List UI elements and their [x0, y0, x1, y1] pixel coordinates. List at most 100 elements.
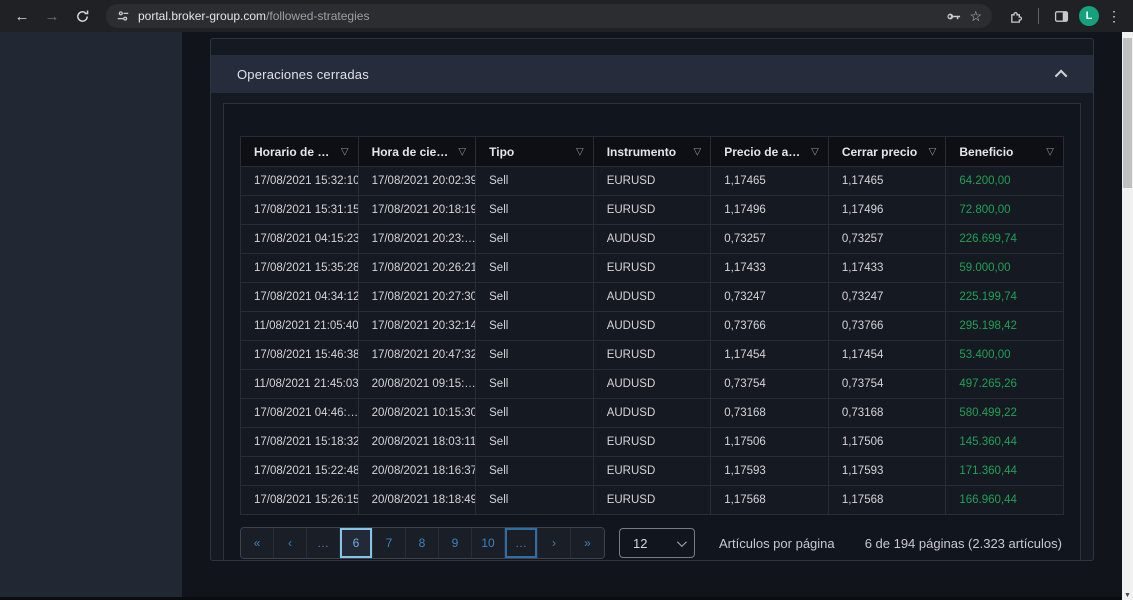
forward-icon[interactable]: →: [40, 4, 64, 28]
table-row[interactable]: 17/08/2021 15:26:1520/08/2021 18:18:49Se…: [241, 486, 1064, 515]
table-cell: 145.360,44: [946, 428, 1064, 457]
column-header: Beneficio ▽: [946, 137, 1064, 167]
pagination-row: «‹…678910…›» 12 Artículos por página 6 d…: [240, 527, 1064, 559]
per-page-label: Artículos por página: [719, 536, 835, 551]
table-row[interactable]: 17/08/2021 15:18:3220/08/2021 18:03:11Se…: [241, 428, 1064, 457]
table-cell: 20/08/2021 10:15:30: [358, 399, 476, 428]
ellipsis-left-button[interactable]: …: [307, 528, 340, 558]
table-cell: 17/08/2021 20:26:21: [358, 254, 476, 283]
section-header[interactable]: Operaciones cerradas: [211, 55, 1093, 93]
side-panel-icon[interactable]: [1049, 4, 1073, 28]
table-row[interactable]: 11/08/2021 21:05:4017/08/2021 20:32:14Se…: [241, 312, 1064, 341]
table-cell: AUDUSD: [593, 283, 711, 312]
table-cell: 1,17465: [828, 167, 946, 196]
table-row[interactable]: 11/08/2021 21:45:0320/08/2021 09:15:…Sel…: [241, 370, 1064, 399]
table-row[interactable]: 17/08/2021 04:34:1217/08/2021 20:27:30Se…: [241, 283, 1064, 312]
reload-icon[interactable]: [70, 4, 94, 28]
table-cell: 1,17568: [711, 486, 829, 515]
table-cell: Sell: [476, 370, 594, 399]
ellipsis-right-button[interactable]: …: [505, 528, 538, 558]
table-header-row: Horario de …▽Hora de cie…▽Tipo▽Instrumen…: [241, 137, 1064, 167]
table-cell: 20/08/2021 18:16:37: [358, 457, 476, 486]
table-cell: 1,17433: [828, 254, 946, 283]
last-page-button[interactable]: »: [571, 528, 604, 558]
table-cell: 17/08/2021 15:18:32: [241, 428, 359, 457]
page-button-6[interactable]: 6: [340, 528, 373, 558]
site-info-icon[interactable]: [116, 9, 130, 23]
table-cell: 1,17506: [828, 428, 946, 457]
scrollbar-thumb[interactable]: [1123, 38, 1132, 188]
column-label: Precio de a…: [724, 145, 800, 159]
table-cell: EURUSD: [593, 457, 711, 486]
column-label: Beneficio: [959, 145, 1013, 159]
profile-avatar[interactable]: L: [1079, 6, 1099, 26]
page-button-9[interactable]: 9: [439, 528, 472, 558]
next-page-button[interactable]: ›: [538, 528, 571, 558]
password-key-icon[interactable]: [946, 9, 961, 24]
table-cell: 17/08/2021 04:46:…: [241, 399, 359, 428]
table-cell: 1,17454: [828, 341, 946, 370]
pagination: «‹…678910…›»: [240, 527, 605, 559]
table-cell: 580.499,22: [946, 399, 1064, 428]
filter-icon[interactable]: ▽: [811, 146, 819, 157]
table-row[interactable]: 17/08/2021 15:32:1017/08/2021 20:02:39Se…: [241, 167, 1064, 196]
scrollbar-down-arrow[interactable]: ▼: [1122, 592, 1133, 599]
table-row[interactable]: 17/08/2021 04:46:…20/08/2021 10:15:30Sel…: [241, 399, 1064, 428]
table-cell: 0,73168: [828, 399, 946, 428]
vertical-scrollbar[interactable]: ▼: [1122, 32, 1133, 600]
browser-menu-icon[interactable]: ⋮: [1105, 8, 1123, 25]
first-page-button[interactable]: «: [241, 528, 274, 558]
table-cell: 171.360,44: [946, 457, 1064, 486]
collapse-chevron-icon[interactable]: [1055, 69, 1068, 82]
table-row[interactable]: 17/08/2021 04:15:2317/08/2021 20:23:…Sel…: [241, 225, 1064, 254]
table-cell: 17/08/2021 04:34:12: [241, 283, 359, 312]
filter-icon[interactable]: ▽: [929, 146, 937, 157]
table-row[interactable]: 17/08/2021 15:46:3817/08/2021 20:47:32Se…: [241, 341, 1064, 370]
column-label: Hora de cie…: [372, 145, 449, 159]
back-icon[interactable]: ←: [10, 4, 34, 28]
pagination-summary: 6 de 194 páginas (2.323 artículos): [865, 536, 1064, 551]
toolbar-divider: [1038, 8, 1039, 24]
table-row[interactable]: 17/08/2021 15:22:4820/08/2021 18:16:37Se…: [241, 457, 1064, 486]
table-cell: AUDUSD: [593, 312, 711, 341]
table-cell: EURUSD: [593, 196, 711, 225]
filter-icon[interactable]: ▽: [694, 146, 702, 157]
column-header: Cerrar precio▽: [828, 137, 946, 167]
column-header: Tipo▽: [476, 137, 594, 167]
address-bar[interactable]: portal.broker-group.com/followed-strateg…: [106, 4, 992, 28]
page-button-10[interactable]: 10: [472, 528, 505, 558]
page-size-select[interactable]: 12: [619, 528, 695, 558]
table-cell: AUDUSD: [593, 225, 711, 254]
table-cell: 11/08/2021 21:45:03: [241, 370, 359, 399]
page-button-8[interactable]: 8: [406, 528, 439, 558]
filter-icon[interactable]: ▽: [576, 146, 584, 157]
table-cell: Sell: [476, 341, 594, 370]
table-cell: 59.000,00: [946, 254, 1064, 283]
table-cell: Sell: [476, 283, 594, 312]
page-size-value: 12: [633, 536, 677, 551]
prev-page-button[interactable]: ‹: [274, 528, 307, 558]
table-cell: 17/08/2021 20:18:19: [358, 196, 476, 225]
table-cell: Sell: [476, 196, 594, 225]
table-cell: 166.960,44: [946, 486, 1064, 515]
extensions-icon[interactable]: [1004, 4, 1028, 28]
filter-icon[interactable]: ▽: [458, 146, 466, 157]
table-cell: 20/08/2021 18:03:11: [358, 428, 476, 457]
bookmark-star-icon[interactable]: ☆: [969, 9, 982, 23]
table-cell: 0,73257: [828, 225, 946, 254]
table-cell: 17/08/2021 20:02:39: [358, 167, 476, 196]
filter-icon[interactable]: ▽: [1046, 146, 1054, 157]
url-text[interactable]: portal.broker-group.com/followed-strateg…: [138, 9, 938, 23]
table-row[interactable]: 17/08/2021 15:35:2817/08/2021 20:26:21Se…: [241, 254, 1064, 283]
column-header: Precio de a… ▽: [711, 137, 829, 167]
filter-icon[interactable]: ▽: [341, 146, 349, 157]
table-cell: 17/08/2021 20:23:…: [358, 225, 476, 254]
table-cell: 0,73168: [711, 399, 829, 428]
table-row[interactable]: 17/08/2021 15:31:1517/08/2021 20:18:19Se…: [241, 196, 1064, 225]
table-cell: EURUSD: [593, 167, 711, 196]
table-cell: 53.400,00: [946, 341, 1064, 370]
table-body: 17/08/2021 15:32:1017/08/2021 20:02:39Se…: [241, 167, 1064, 515]
table-cell: 64.200,00: [946, 167, 1064, 196]
table-cell: EURUSD: [593, 341, 711, 370]
page-button-7[interactable]: 7: [373, 528, 406, 558]
